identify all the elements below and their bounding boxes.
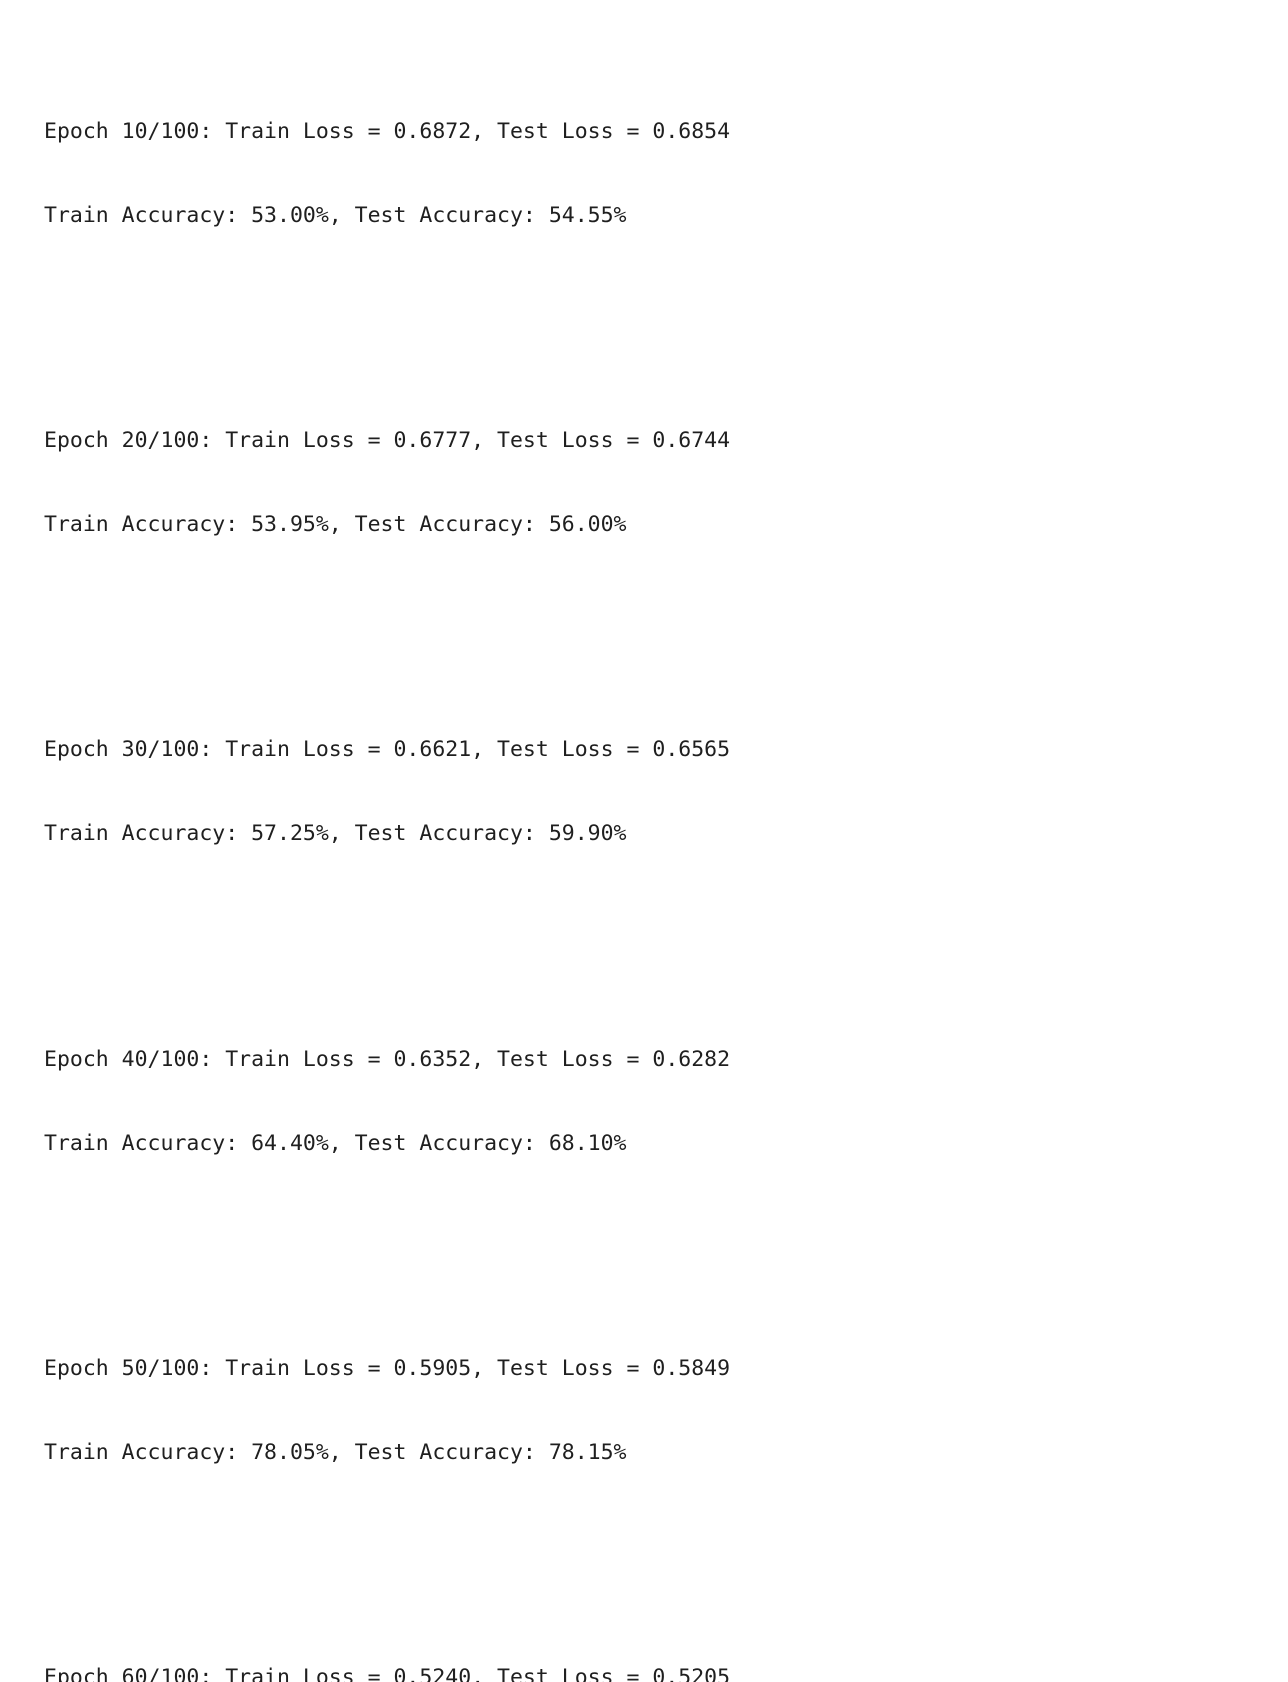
epoch-accuracy-line: Train Accuracy: 78.05%, Test Accuracy: 7… xyxy=(44,1439,627,1465)
epoch-loss-line: Epoch 20/100: Train Loss = 0.6777, Test … xyxy=(44,428,731,454)
epoch-loss-line: Epoch 60/100: Train Loss = 0.5240, Test … xyxy=(44,1664,731,1682)
epoch-loss-line: Epoch 10/100: Train Loss = 0.6872, Test … xyxy=(44,119,731,144)
epoch-accuracy-line: Train Accuracy: 57.25%, Test Accuracy: 5… xyxy=(44,821,627,847)
epoch-loss-line: Epoch 50/100: Train Loss = 0.5905, Test … xyxy=(44,1355,731,1381)
epoch-loss-line: Epoch 40/100: Train Loss = 0.6352, Test … xyxy=(44,1046,731,1072)
epoch-accuracy-line: Train Accuracy: 53.00%, Test Accuracy: 5… xyxy=(44,203,627,228)
epoch-block: Epoch 10/100: Train Loss = 0.6872, Test … xyxy=(44,62,743,286)
epoch-block: Epoch 40/100: Train Loss = 0.6352, Test … xyxy=(44,990,743,1214)
epoch-block: Epoch 60/100: Train Loss = 0.5240, Test … xyxy=(44,1608,743,1682)
epoch-block: Epoch 50/100: Train Loss = 0.5905, Test … xyxy=(44,1299,743,1523)
epoch-block: Epoch 20/100: Train Loss = 0.6777, Test … xyxy=(44,371,743,595)
epoch-accuracy-line: Train Accuracy: 53.95%, Test Accuracy: 5… xyxy=(44,512,627,538)
epoch-accuracy-line: Train Accuracy: 64.40%, Test Accuracy: 6… xyxy=(44,1130,627,1156)
epoch-block: Epoch 30/100: Train Loss = 0.6621, Test … xyxy=(44,680,743,904)
epoch-loss-line: Epoch 30/100: Train Loss = 0.6621, Test … xyxy=(44,737,731,763)
training-log-output: Epoch 10/100: Train Loss = 0.6872, Test … xyxy=(44,6,743,1682)
